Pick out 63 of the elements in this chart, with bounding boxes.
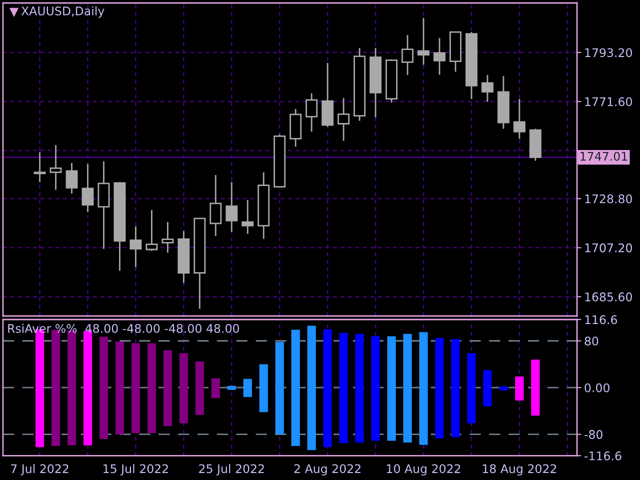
candlestick bbox=[82, 163, 94, 213]
x-tick-label: 15 Jul 2022 bbox=[104, 464, 168, 476]
candlestick bbox=[162, 221, 174, 254]
candlestick bbox=[306, 92, 318, 132]
candlestick bbox=[481, 74, 494, 102]
x-tick-label: 10 Aug 2022 bbox=[386, 464, 460, 476]
bar bbox=[387, 336, 396, 441]
y-tick-label: 1685.60 bbox=[585, 292, 632, 302]
y-tick-label: 116.6 bbox=[585, 315, 617, 324]
candlestick bbox=[242, 199, 254, 235]
y-tick-label: 1771.60 bbox=[585, 97, 632, 106]
candlestick bbox=[146, 209, 158, 252]
bar bbox=[243, 378, 252, 397]
bar bbox=[211, 378, 220, 398]
bar bbox=[259, 364, 268, 412]
candlestick bbox=[66, 162, 78, 194]
bar bbox=[163, 350, 172, 426]
candlestick bbox=[402, 34, 414, 76]
candlestick bbox=[513, 98, 526, 140]
candlestick bbox=[338, 97, 350, 142]
bar bbox=[291, 330, 300, 446]
bar bbox=[419, 332, 428, 445]
candlestick bbox=[226, 181, 238, 232]
y-tick-label: 1793.20 bbox=[585, 48, 632, 58]
bar bbox=[451, 339, 460, 438]
y-tick-label: 1728.80 bbox=[585, 194, 632, 204]
bar bbox=[339, 332, 348, 444]
bar bbox=[115, 341, 124, 434]
y-tick-label: -80 bbox=[584, 430, 602, 439]
bar bbox=[515, 376, 524, 400]
x-tick-label: 25 Jul 2022 bbox=[199, 464, 264, 476]
candlestick bbox=[418, 17, 430, 66]
y-tick-label: 80 bbox=[584, 336, 598, 346]
chart-title: XAUUSD,Daily bbox=[21, 6, 104, 18]
bar bbox=[403, 334, 412, 442]
bar bbox=[195, 361, 204, 416]
bar bbox=[275, 342, 284, 434]
candlestick bbox=[130, 226, 142, 268]
candlestick bbox=[434, 37, 446, 76]
candlestick bbox=[98, 160, 110, 250]
ref-line-label: 1747.01 bbox=[580, 152, 628, 161]
candlestick bbox=[50, 144, 62, 190]
candlestick bbox=[34, 151, 46, 183]
bar bbox=[371, 336, 380, 441]
chart-title: RsiAver %% 48.00 -48.00 -48.00 48.00 bbox=[8, 324, 239, 333]
x-tick-label: 18 Aug 2022 bbox=[482, 464, 556, 476]
x-tick-label: 7 Jul 2022 bbox=[11, 464, 68, 476]
bar bbox=[499, 386, 508, 391]
bar bbox=[99, 336, 108, 439]
bar bbox=[227, 386, 236, 390]
bar bbox=[307, 326, 316, 450]
bar bbox=[131, 343, 140, 434]
candlestick bbox=[210, 174, 222, 237]
bar bbox=[323, 329, 332, 448]
y-tick-label: -116.6 bbox=[584, 451, 622, 460]
bar bbox=[355, 334, 364, 442]
x-tick-label: 2 Aug 2022 bbox=[294, 464, 360, 476]
bar bbox=[483, 370, 492, 406]
bar bbox=[147, 343, 156, 434]
bar bbox=[531, 360, 540, 416]
y-tick-label: 0.00 bbox=[584, 383, 610, 392]
bar bbox=[435, 338, 444, 438]
y-tick-label: 1707.20 bbox=[585, 243, 632, 252]
